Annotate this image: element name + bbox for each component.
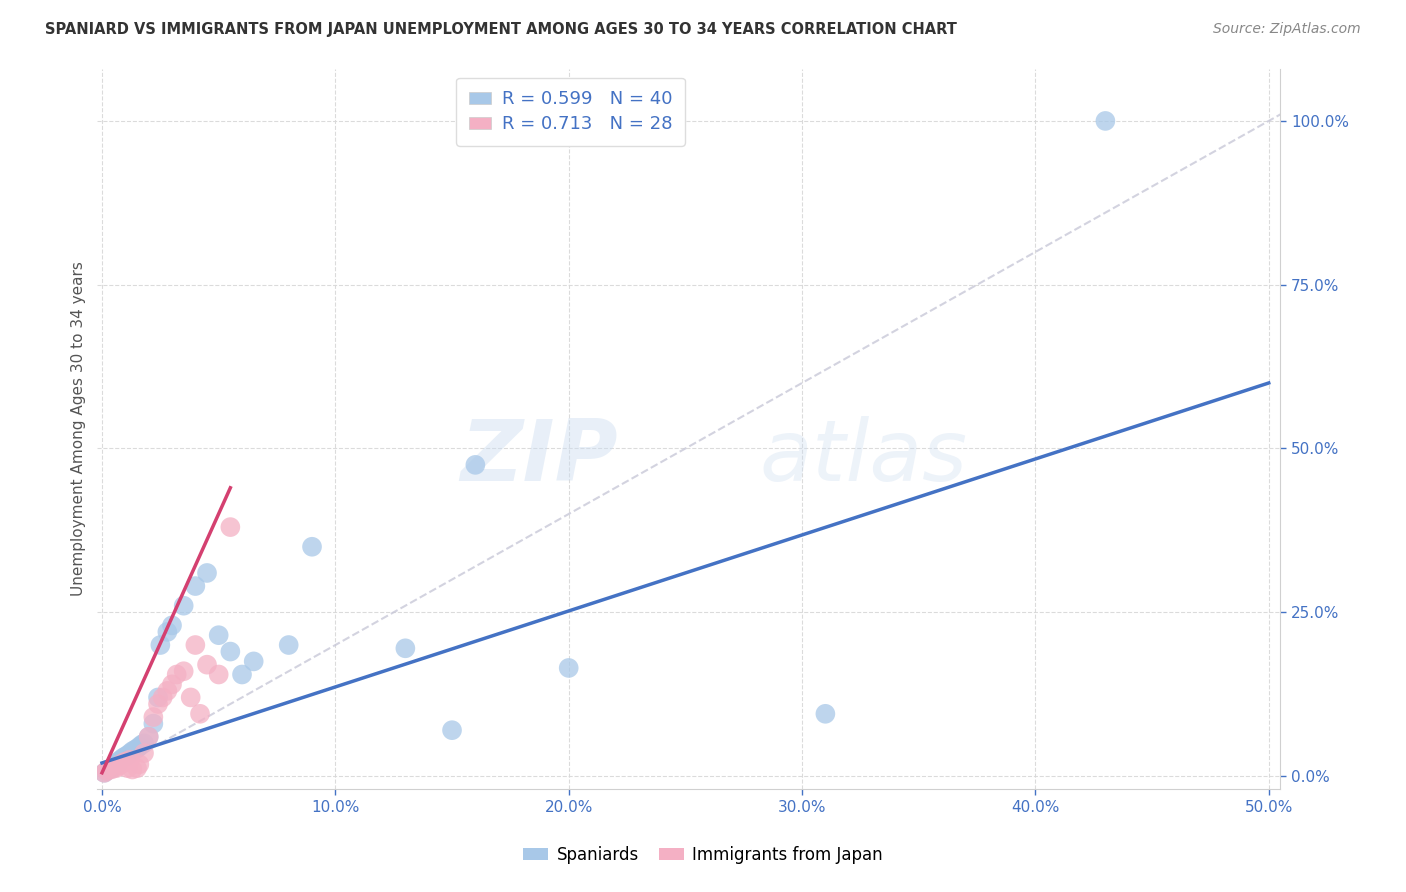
Point — [173, 599, 195, 613]
Point — [107, 755, 129, 769]
Point — [184, 579, 207, 593]
Point — [96, 764, 118, 778]
Point — [105, 761, 128, 775]
Point — [149, 638, 172, 652]
Point — [231, 667, 253, 681]
Point — [121, 744, 143, 758]
Point — [557, 661, 579, 675]
Point — [394, 641, 416, 656]
Point — [146, 690, 169, 705]
Point — [184, 638, 207, 652]
Point — [110, 757, 132, 772]
Point — [107, 759, 129, 773]
Point — [110, 753, 132, 767]
Text: atlas: atlas — [759, 417, 967, 500]
Point — [152, 690, 174, 705]
Point — [93, 765, 115, 780]
Point — [114, 755, 136, 769]
Y-axis label: Unemployment Among Ages 30 to 34 years: Unemployment Among Ages 30 to 34 years — [72, 261, 86, 596]
Point — [138, 730, 160, 744]
Legend: R = 0.599   N = 40, R = 0.713   N = 28: R = 0.599 N = 40, R = 0.713 N = 28 — [457, 78, 685, 146]
Point — [156, 624, 179, 639]
Point — [124, 743, 146, 757]
Point — [107, 756, 129, 770]
Point — [121, 763, 143, 777]
Point — [103, 759, 125, 773]
Point — [128, 739, 150, 754]
Point — [98, 763, 121, 777]
Point — [277, 638, 299, 652]
Text: SPANIARD VS IMMIGRANTS FROM JAPAN UNEMPLOYMENT AMONG AGES 30 TO 34 YEARS CORRELA: SPANIARD VS IMMIGRANTS FROM JAPAN UNEMPL… — [45, 22, 957, 37]
Legend: Spaniards, Immigrants from Japan: Spaniards, Immigrants from Japan — [516, 839, 890, 871]
Point — [96, 764, 118, 778]
Point — [118, 753, 141, 767]
Point — [195, 566, 218, 580]
Point — [814, 706, 837, 721]
Point — [138, 730, 160, 744]
Point — [208, 628, 231, 642]
Point — [156, 684, 179, 698]
Point — [464, 458, 486, 472]
Point — [111, 756, 134, 770]
Point — [242, 654, 264, 668]
Point — [118, 746, 141, 760]
Point — [125, 741, 148, 756]
Point — [100, 761, 122, 775]
Point — [146, 697, 169, 711]
Point — [195, 657, 218, 672]
Point — [142, 716, 165, 731]
Point — [160, 677, 183, 691]
Point — [125, 761, 148, 775]
Point — [132, 736, 155, 750]
Point — [1094, 114, 1116, 128]
Point — [114, 749, 136, 764]
Text: Source: ZipAtlas.com: Source: ZipAtlas.com — [1213, 22, 1361, 37]
Point — [111, 750, 134, 764]
Point — [142, 710, 165, 724]
Point — [160, 618, 183, 632]
Point — [117, 747, 139, 762]
Point — [173, 664, 195, 678]
Point — [188, 706, 211, 721]
Point — [131, 738, 153, 752]
Point — [132, 746, 155, 760]
Point — [219, 520, 242, 534]
Point — [117, 761, 139, 775]
Point — [100, 763, 122, 777]
Point — [301, 540, 323, 554]
Point — [219, 644, 242, 658]
Text: ZIP: ZIP — [460, 417, 617, 500]
Point — [208, 667, 231, 681]
Point — [166, 667, 188, 681]
Point — [128, 757, 150, 772]
Point — [105, 757, 128, 772]
Point — [180, 690, 202, 705]
Point — [93, 765, 115, 780]
Point — [441, 723, 464, 738]
